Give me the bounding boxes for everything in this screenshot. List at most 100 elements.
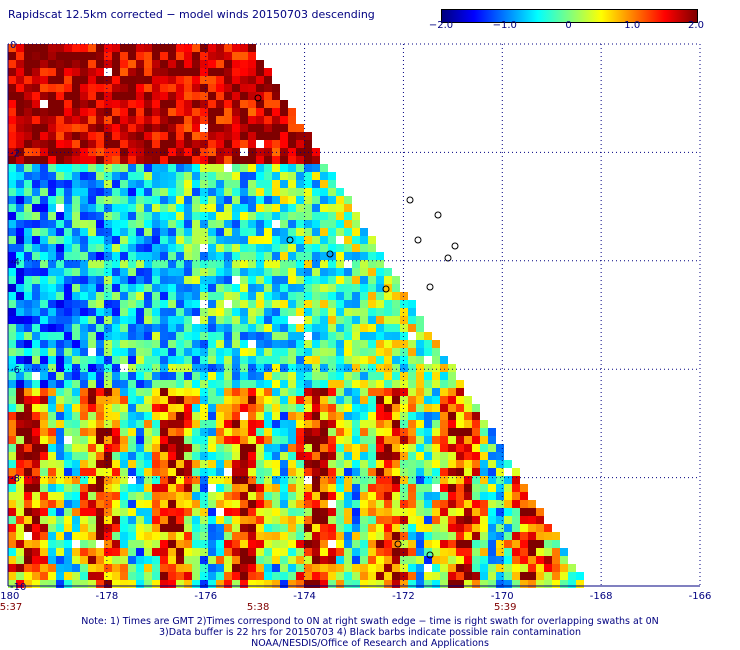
swath-cell (192, 420, 200, 428)
swath-cell (56, 396, 64, 404)
swath-cell (248, 548, 256, 556)
swath-cell (400, 532, 408, 540)
swath-cell (456, 500, 464, 508)
swath-cell (40, 228, 48, 236)
swath-cell (304, 460, 312, 468)
swath-cell (48, 44, 56, 52)
swath-cell (264, 484, 272, 492)
swath-cell (120, 412, 128, 420)
swath-cell (184, 580, 192, 588)
swath-cell (160, 188, 168, 196)
swath-cell (272, 100, 280, 108)
swath-cell (8, 156, 16, 164)
swath-cell (120, 300, 128, 308)
swath-cell (40, 308, 48, 316)
swath-cell (80, 180, 88, 188)
swath-cell (416, 540, 424, 548)
swath-cell (528, 556, 536, 564)
swath-cell (128, 196, 136, 204)
swath-cell (224, 140, 232, 148)
swath-cell (248, 404, 256, 412)
swath-cell (288, 132, 296, 140)
swath-cell (232, 140, 240, 148)
swath-cell (248, 244, 256, 252)
swath-cell (248, 556, 256, 564)
swath-cell (160, 116, 168, 124)
swath-cell (32, 364, 40, 372)
swath-cell (336, 492, 344, 500)
swath-cell (328, 420, 336, 428)
swath-cell (144, 196, 152, 204)
swath-cell (392, 516, 400, 524)
swath-cell (200, 132, 208, 140)
swath-cell (288, 204, 296, 212)
swath-cell (120, 420, 128, 428)
swath-cell (16, 204, 24, 212)
swath-cell (32, 428, 40, 436)
swath-cell (24, 476, 32, 484)
swath-cell (240, 364, 248, 372)
swath-cell (152, 236, 160, 244)
swath-cell (320, 404, 328, 412)
swath-cell (288, 244, 296, 252)
swath-cell (136, 316, 144, 324)
swath-cell (256, 188, 264, 196)
swath-cell (256, 428, 264, 436)
swath-cell (144, 332, 152, 340)
swath-cell (160, 388, 168, 396)
swath-cell (248, 412, 256, 420)
swath-cell (48, 548, 56, 556)
swath-cell (152, 404, 160, 412)
swath-cell (304, 268, 312, 276)
swath-cell (312, 284, 320, 292)
swath-cell (104, 44, 112, 52)
swath-cell (256, 380, 264, 388)
swath-cell (184, 228, 192, 236)
swath-cell (48, 100, 56, 108)
swath-cell (432, 548, 440, 556)
swath-cell (224, 452, 232, 460)
swath-cell (16, 428, 24, 436)
swath-cell (24, 164, 32, 172)
swath-cell (344, 396, 352, 404)
island-outline (444, 254, 452, 262)
swath-cell (200, 340, 208, 348)
swath-cell (456, 460, 464, 468)
swath-cell (64, 348, 72, 356)
swath-cell (168, 356, 176, 364)
swath-cell (136, 140, 144, 148)
swath-cell (192, 244, 200, 252)
swath-cell (56, 52, 64, 60)
swath-cell (112, 356, 120, 364)
swath-cell (208, 108, 216, 116)
swath-cell (192, 260, 200, 268)
swath-cell (296, 452, 304, 460)
swath-cell (392, 404, 400, 412)
swath-cell (296, 460, 304, 468)
swath-cell (88, 260, 96, 268)
swath-cell (144, 452, 152, 460)
swath-cell (304, 284, 312, 292)
swath-cell (168, 52, 176, 60)
swath-cell (232, 308, 240, 316)
swath-cell (112, 220, 120, 228)
swath-cell (8, 260, 16, 268)
swath-cell (376, 548, 384, 556)
swath-cell (40, 252, 48, 260)
swath-cell (80, 244, 88, 252)
swath-cell (184, 316, 192, 324)
swath-cell (160, 164, 168, 172)
swath-cell (288, 468, 296, 476)
swath-cell (232, 204, 240, 212)
swath-cell (256, 236, 264, 244)
swath-cell (352, 388, 360, 396)
swath-cell (392, 388, 400, 396)
swath-cell (480, 436, 488, 444)
swath-cell (96, 380, 104, 388)
swath-cell (96, 292, 104, 300)
swath-cell (152, 308, 160, 316)
swath-cell (416, 532, 424, 540)
swath-cell (104, 252, 112, 260)
swath-cell (376, 564, 384, 572)
swath-cell (272, 420, 280, 428)
